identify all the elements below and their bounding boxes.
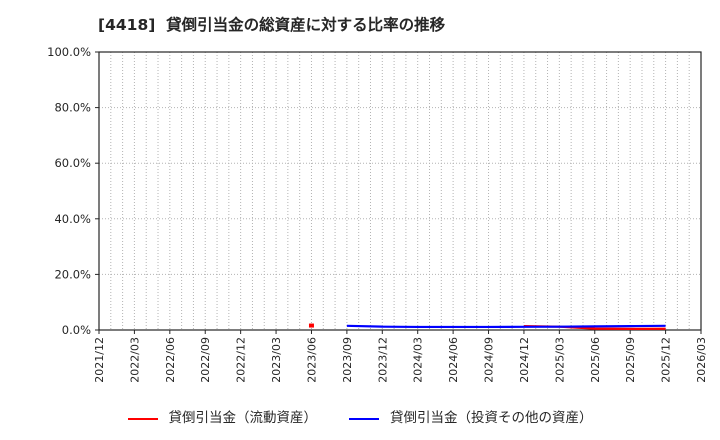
x-tick-label: 2023/06: [305, 337, 318, 383]
y-tick-label: 60.0%: [54, 156, 91, 170]
y-tick-label: 0.0%: [62, 323, 91, 337]
chart-legend: 貸倒引当金（流動資産） 貸倒引当金（投資その他の資産）: [0, 406, 720, 432]
x-tick-label: 2024/06: [447, 337, 460, 383]
x-tick-label: 2025/12: [660, 337, 673, 383]
x-tick-label: 2025/09: [624, 337, 637, 383]
x-tick-label: 2023/12: [376, 337, 389, 383]
legend-item-current-assets: 貸倒引当金（流動資産）: [127, 410, 318, 427]
line-chart-plot-area: 0.0% 20.0% 40.0% 60.0% 80.0% 100.0% 2021/12 202…: [47, 45, 708, 383]
red-line-sample-icon: [127, 418, 158, 420]
x-tick-label: 2024/12: [518, 337, 531, 383]
x-tick-label: 2022/06: [164, 337, 177, 383]
x-tick-label: 2025/06: [589, 337, 602, 383]
x-tick-label: 2024/09: [483, 337, 496, 383]
legend-label-current-assets: 貸倒引当金（流動資産）: [168, 410, 318, 427]
x-tick-label: 2022/12: [235, 337, 248, 383]
legend-label-investments-other-assets: 貸倒引当金（投資その他の資産）: [390, 410, 593, 427]
plot-border: [98, 51, 702, 331]
data-point-marker: [308, 323, 314, 328]
x-tick-label: 2024/03: [412, 337, 425, 383]
y-tick-label: 100.0%: [47, 45, 91, 59]
x-tick-label: 2023/09: [341, 337, 354, 383]
blue-line-sample-icon: [349, 418, 379, 420]
y-tick-label: 80.0%: [54, 101, 91, 115]
x-tick-label: 2023/03: [270, 337, 283, 383]
legend-item-investments-other-assets: 貸倒引当金（投資その他の資産）: [349, 412, 593, 426]
x-tick-label: 2025/03: [553, 337, 566, 383]
x-tick-label: 2026/03: [695, 337, 708, 383]
x-tick-label: 2021/12: [93, 337, 106, 383]
y-tick-label: 20.0%: [54, 267, 91, 281]
x-tick-label: 2022/09: [199, 337, 212, 383]
x-tick-label: 2022/03: [128, 337, 141, 383]
chart-title: [4418] 貸倒引当金の総資産に対する比率の推移: [98, 16, 446, 34]
y-tick-label: 40.0%: [54, 212, 91, 226]
data-series-line: [346, 324, 666, 329]
